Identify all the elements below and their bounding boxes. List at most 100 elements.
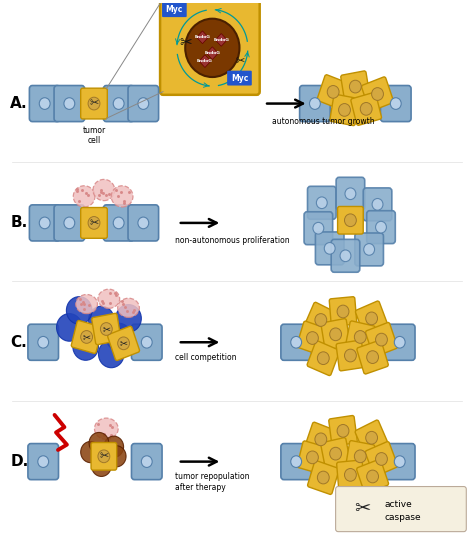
FancyBboxPatch shape [128,205,159,241]
Ellipse shape [98,289,119,308]
Circle shape [330,328,342,341]
Text: ✂: ✂ [102,324,110,334]
Text: ✂: ✂ [180,35,192,50]
Circle shape [56,314,82,341]
Circle shape [39,98,50,109]
Circle shape [185,19,239,77]
FancyBboxPatch shape [341,71,370,102]
Circle shape [327,86,339,98]
FancyBboxPatch shape [337,206,363,234]
Circle shape [313,222,324,234]
Polygon shape [197,31,209,43]
Circle shape [355,450,366,463]
Text: D.: D. [10,454,28,469]
Text: tumor
cell: tumor cell [82,126,106,145]
Text: cell competition: cell competition [175,353,237,362]
FancyBboxPatch shape [103,205,134,241]
FancyBboxPatch shape [367,211,395,243]
Circle shape [345,468,356,481]
Circle shape [367,470,379,483]
FancyBboxPatch shape [355,420,388,456]
Circle shape [316,197,327,209]
FancyBboxPatch shape [331,240,360,272]
Circle shape [340,250,351,262]
Circle shape [372,88,383,100]
FancyBboxPatch shape [329,297,357,326]
FancyBboxPatch shape [103,86,134,122]
Circle shape [375,452,387,465]
Circle shape [118,337,129,349]
Circle shape [338,103,350,116]
Circle shape [315,314,327,326]
Circle shape [88,97,100,110]
FancyBboxPatch shape [381,86,411,122]
Circle shape [97,448,116,470]
FancyBboxPatch shape [336,177,365,210]
Circle shape [100,323,112,336]
Circle shape [106,446,126,467]
Ellipse shape [76,294,98,314]
Circle shape [39,217,50,229]
FancyBboxPatch shape [365,442,398,477]
Circle shape [91,455,111,477]
FancyBboxPatch shape [71,321,102,353]
Text: B.: B. [10,215,27,230]
Circle shape [394,456,405,467]
FancyBboxPatch shape [92,314,121,345]
FancyBboxPatch shape [305,422,337,457]
Text: EndoG: EndoG [213,38,229,42]
FancyBboxPatch shape [308,460,339,494]
Circle shape [307,332,319,345]
Circle shape [315,433,327,446]
FancyBboxPatch shape [54,205,85,241]
Circle shape [345,349,356,362]
FancyBboxPatch shape [356,301,388,336]
Circle shape [141,337,152,348]
FancyBboxPatch shape [321,318,350,350]
Circle shape [337,425,349,437]
Ellipse shape [93,180,115,200]
Circle shape [64,98,75,109]
Circle shape [345,214,356,227]
Circle shape [318,471,329,484]
Circle shape [291,456,301,467]
FancyBboxPatch shape [81,207,107,239]
Circle shape [318,352,329,364]
Text: tumor repopulation
after therapy: tumor repopulation after therapy [175,472,250,492]
Circle shape [349,80,361,93]
Circle shape [38,337,49,348]
Circle shape [66,296,92,324]
Text: ✂: ✂ [119,338,128,348]
Circle shape [360,102,372,115]
FancyBboxPatch shape [356,459,389,494]
Text: Myc: Myc [166,5,183,14]
FancyBboxPatch shape [329,415,357,446]
Text: Myc: Myc [231,73,248,83]
Text: EndoG: EndoG [197,59,213,63]
Circle shape [366,312,377,325]
Circle shape [391,98,401,109]
FancyBboxPatch shape [162,2,187,17]
Polygon shape [215,34,227,46]
Text: ✂: ✂ [89,218,99,228]
Circle shape [324,242,335,254]
FancyBboxPatch shape [91,443,117,470]
Circle shape [394,337,405,348]
FancyBboxPatch shape [227,71,252,86]
Circle shape [310,98,320,109]
Text: ✂: ✂ [82,332,91,342]
FancyBboxPatch shape [131,444,162,480]
Circle shape [99,340,124,368]
Text: ✂: ✂ [99,451,109,461]
FancyBboxPatch shape [355,233,383,266]
FancyBboxPatch shape [362,77,393,111]
Circle shape [106,323,131,351]
FancyBboxPatch shape [131,324,162,360]
FancyBboxPatch shape [346,441,375,472]
FancyBboxPatch shape [330,94,359,125]
FancyBboxPatch shape [321,438,350,470]
FancyBboxPatch shape [28,444,58,480]
FancyBboxPatch shape [304,212,333,244]
Circle shape [337,305,349,318]
Polygon shape [207,47,218,59]
